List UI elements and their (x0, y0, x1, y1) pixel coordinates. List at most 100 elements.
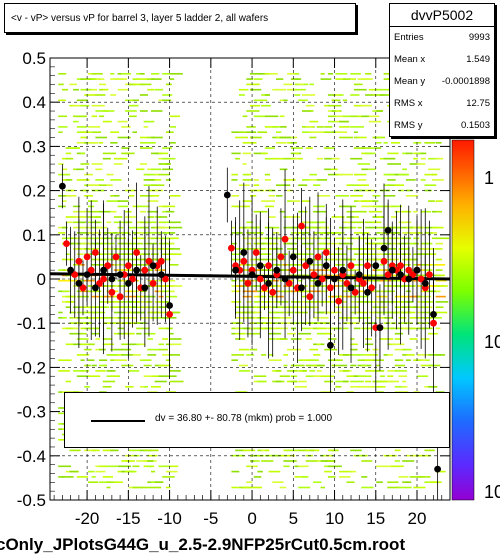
density-cell (387, 173, 399, 176)
density-cell (121, 343, 135, 346)
density-cell (424, 226, 437, 229)
density-cell (379, 264, 384, 266)
density-cell (383, 454, 397, 457)
density-cell (420, 359, 427, 361)
density-cell (84, 348, 92, 351)
density-cell (87, 470, 95, 473)
density-cell (420, 179, 426, 181)
density-cell (387, 375, 394, 377)
density-cell (147, 200, 159, 202)
density-cell (80, 136, 88, 139)
density-cell (58, 476, 65, 478)
density-cell (324, 131, 333, 133)
density-cell (121, 348, 132, 351)
density-cell (361, 317, 368, 319)
density-cell (87, 322, 93, 324)
density-cell (117, 285, 130, 287)
density-cell (139, 226, 145, 229)
density-cell (147, 173, 158, 176)
density-cell (106, 173, 114, 176)
density-cell (302, 301, 307, 303)
density-cell (65, 221, 73, 224)
density-cell (169, 332, 174, 335)
density-cell (169, 195, 181, 197)
density-cell (316, 126, 324, 128)
density-cell (365, 380, 371, 383)
density-cell (327, 327, 335, 330)
density-cell (424, 184, 437, 186)
density-cell (125, 147, 130, 149)
density-cell (158, 279, 163, 282)
density-cell (110, 131, 119, 133)
density-cell (80, 131, 92, 133)
density-cell (279, 338, 288, 340)
density-cell (80, 189, 89, 192)
density-cell (298, 210, 304, 213)
red-point (269, 288, 277, 296)
density-cell (316, 264, 326, 266)
black-point (347, 284, 355, 292)
density-cell (431, 173, 438, 176)
density-cell (76, 354, 90, 356)
red-point (92, 249, 99, 256)
density-cell (113, 481, 123, 483)
density-cell (327, 115, 337, 118)
density-cell (342, 370, 350, 372)
density-cell (76, 142, 86, 144)
red-point (417, 275, 425, 283)
density-cell (99, 83, 106, 86)
density-cell (272, 311, 278, 314)
density-cell (242, 295, 253, 298)
density-cell (276, 306, 281, 308)
density-cell (106, 465, 118, 468)
density-cell (387, 290, 395, 293)
density-cell (431, 481, 437, 483)
density-cell (169, 78, 175, 80)
density-cell (80, 88, 94, 91)
density-cell (136, 327, 150, 330)
red-point (335, 297, 343, 305)
density-cell (73, 370, 84, 372)
density-cell (272, 88, 287, 91)
red-point (71, 271, 79, 278)
stats-box: dvvP5002 Entries 9993 Mean x 1.549 Mean y -… (389, 3, 495, 137)
density-cell (257, 290, 265, 293)
density-cell (431, 226, 439, 229)
red-point (166, 311, 174, 318)
density-cell (272, 481, 278, 483)
density-cell (383, 327, 394, 330)
density-cell (287, 348, 301, 351)
density-cell (420, 295, 432, 298)
density-cell (264, 226, 270, 229)
density-cell (102, 88, 109, 91)
density-cell (435, 274, 445, 277)
density-cell (113, 221, 122, 224)
density-cell (313, 354, 321, 356)
density-cell (435, 264, 446, 266)
density-cell (316, 285, 329, 287)
density-cell (287, 370, 298, 372)
density-cell (136, 332, 142, 335)
density-cell (139, 210, 146, 213)
density-cell (113, 311, 126, 314)
density-cell (136, 78, 150, 80)
density-cell (391, 327, 399, 330)
density-cell (339, 364, 348, 367)
density-cell (91, 237, 106, 240)
density-cell (428, 317, 433, 319)
density-cell (353, 88, 367, 91)
density-cell (335, 237, 346, 240)
density-cell (246, 317, 257, 319)
density-cell (84, 94, 97, 96)
density-cell (350, 338, 355, 340)
density-cell (309, 136, 317, 139)
density-cell (264, 242, 271, 245)
density-cell (361, 205, 374, 208)
density-cell (376, 279, 384, 282)
density-cell (235, 258, 246, 261)
density-cell (253, 375, 267, 377)
density-cell (136, 306, 150, 308)
density-cell (125, 295, 138, 298)
density-cell (335, 94, 341, 96)
density-cell (76, 99, 89, 102)
